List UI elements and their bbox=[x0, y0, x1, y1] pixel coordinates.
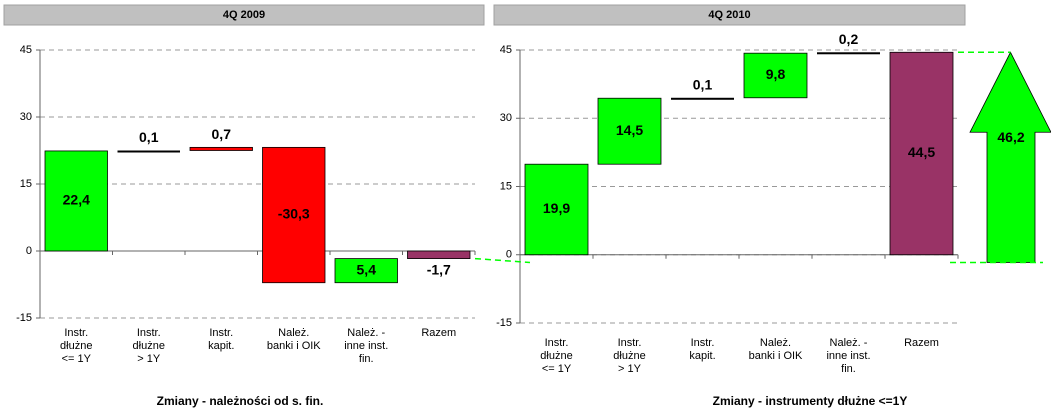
bar bbox=[44, 150, 108, 252]
bar bbox=[889, 51, 954, 256]
panel-title: 4Q 2010 bbox=[708, 9, 750, 21]
value-label: 0,2 bbox=[839, 31, 859, 47]
value-label: 0,7 bbox=[212, 126, 232, 142]
chart-caption: Zmiany - instrumenty dłużne <=1Y bbox=[713, 394, 908, 408]
y-tick-label: 30 bbox=[20, 111, 32, 123]
bar bbox=[817, 52, 880, 55]
value-label: 0,1 bbox=[693, 76, 713, 92]
x-tick-label: Należ. -inne inst. fin. bbox=[344, 327, 388, 365]
x-tick-label: Należ. -inne inst. fin. bbox=[826, 337, 870, 375]
x-tick-label: Instr. dłużne > 1Y bbox=[613, 337, 645, 375]
value-label: -30,3 bbox=[278, 206, 310, 222]
panel-title: 4Q 2009 bbox=[223, 9, 265, 21]
bar bbox=[743, 52, 808, 99]
y-tick-label: 15 bbox=[500, 180, 512, 192]
y-tick-label: 45 bbox=[20, 44, 32, 56]
bar bbox=[524, 163, 589, 256]
value-label: -1,7 bbox=[427, 261, 451, 277]
value-label: 0,1 bbox=[139, 129, 159, 145]
bar bbox=[117, 150, 180, 153]
y-tick-label: 30 bbox=[500, 112, 512, 124]
y-tick-label: 0 bbox=[506, 249, 512, 261]
x-tick-label: Instr. kapit. bbox=[208, 327, 234, 352]
panel-header bbox=[493, 4, 966, 26]
value-label: 9,8 bbox=[766, 66, 786, 82]
bar bbox=[597, 97, 662, 165]
value-label: 5,4 bbox=[357, 261, 377, 277]
x-tick-label: Należ. banki i OIK bbox=[267, 327, 321, 352]
value-label: 22,4 bbox=[63, 192, 90, 208]
arrow-label: 46,2 bbox=[997, 129, 1024, 145]
bar bbox=[334, 258, 398, 284]
bar bbox=[189, 146, 253, 151]
y-tick-label: 45 bbox=[500, 44, 512, 56]
y-tick-label: 15 bbox=[20, 178, 32, 190]
bar bbox=[671, 97, 734, 100]
chart-caption: Zmiany - należności od s. fin. bbox=[157, 394, 324, 408]
x-tick-label: Instr. dłużne <= 1Y bbox=[60, 327, 92, 365]
x-tick-label: Instr. dłużne > 1Y bbox=[133, 327, 165, 365]
change-arrow bbox=[969, 51, 1051, 263]
y-tick-label: 0 bbox=[26, 245, 32, 257]
value-label: 19,9 bbox=[543, 200, 570, 216]
x-tick-label: Instr. dłużne <= 1Y bbox=[540, 337, 572, 375]
x-tick-label: Instr. kapit. bbox=[689, 337, 715, 362]
y-tick-label: -15 bbox=[16, 312, 32, 324]
y-tick-label: -15 bbox=[496, 317, 512, 329]
value-label: 14,5 bbox=[616, 122, 643, 138]
value-label: 44,5 bbox=[908, 144, 935, 160]
bar bbox=[407, 250, 471, 259]
x-tick-label: Należ. banki i OIK bbox=[749, 337, 803, 362]
connector bbox=[474, 257, 531, 264]
bar bbox=[262, 146, 326, 284]
x-tick-label: Razem bbox=[904, 337, 939, 349]
x-tick-label: Razem bbox=[421, 327, 456, 339]
panel-header bbox=[3, 4, 485, 26]
